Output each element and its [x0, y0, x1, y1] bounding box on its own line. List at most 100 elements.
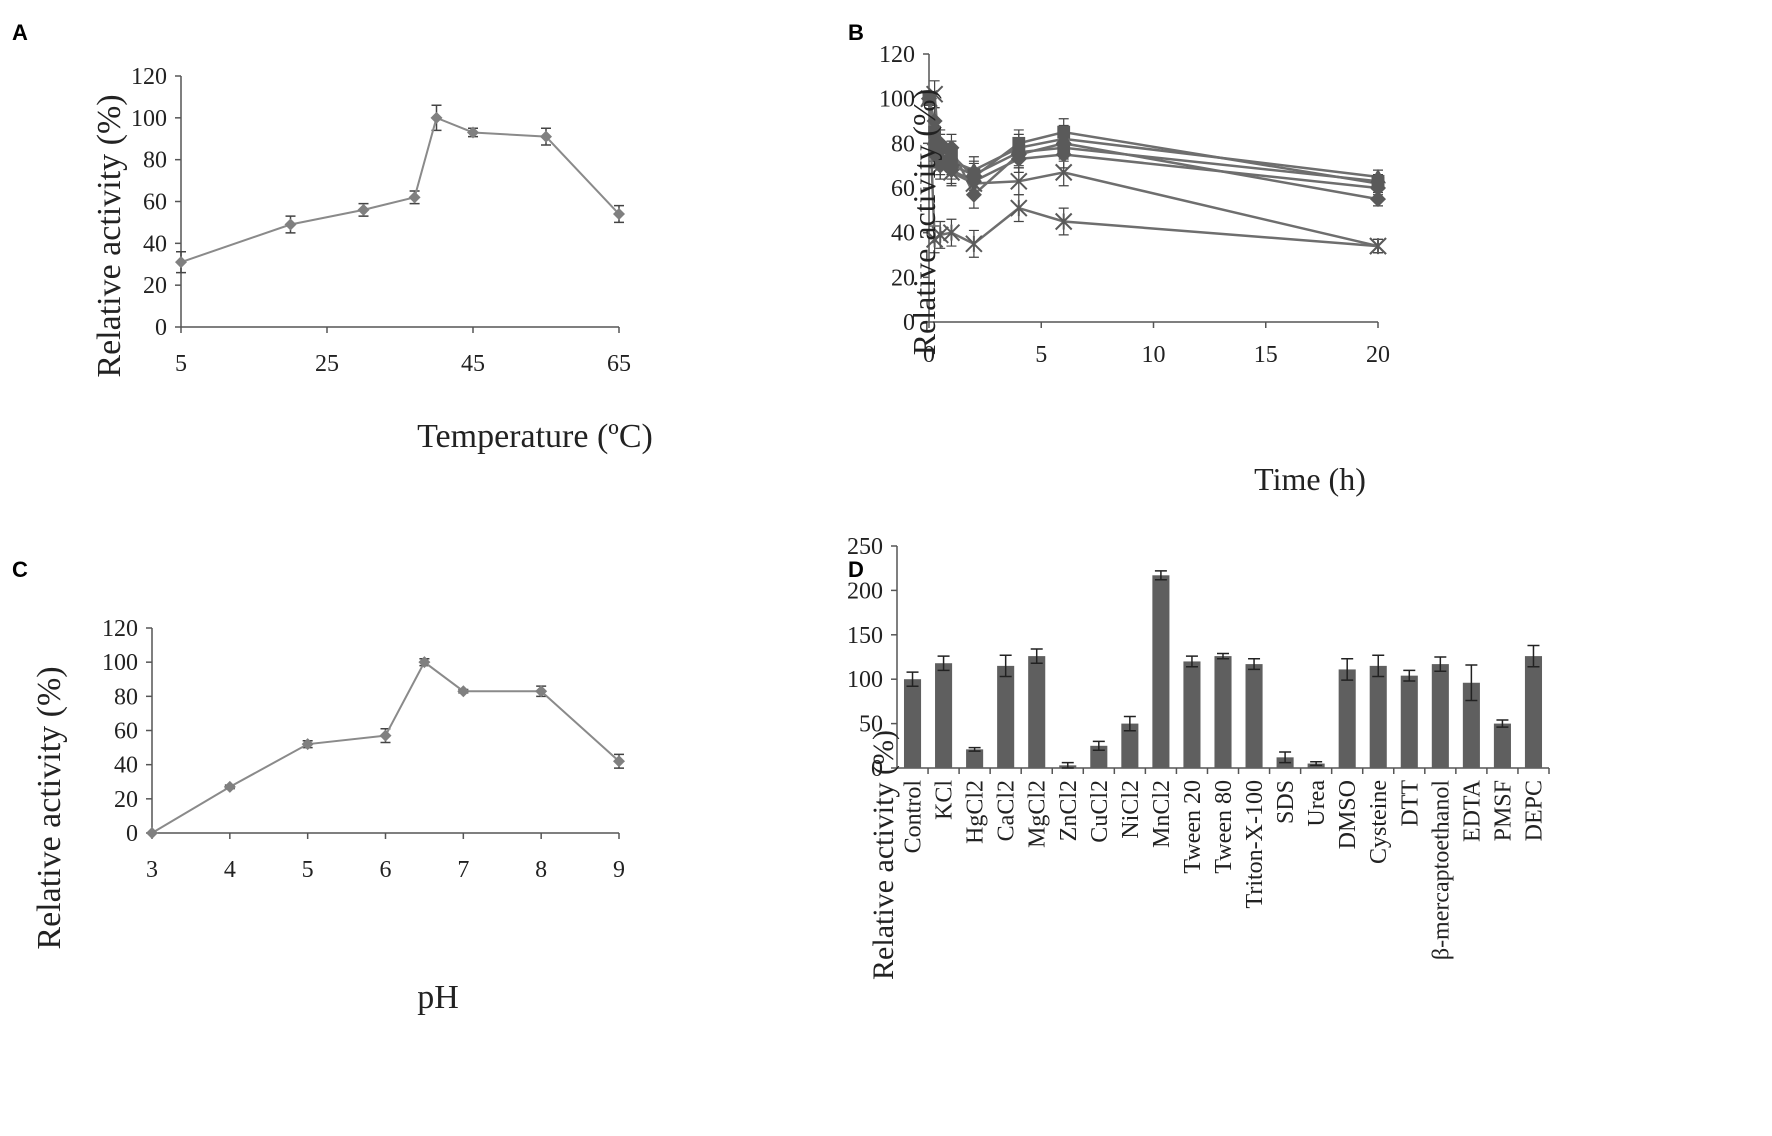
chart-d-bar	[1493, 723, 1511, 768]
chart-d-error-bar	[1496, 719, 1509, 728]
chart-d-category-label: DMSO	[1335, 780, 1361, 849]
chart-d-category-label: DEPC	[1521, 780, 1547, 841]
chart-d-category-label: Tween 20	[1180, 780, 1206, 874]
chart-c-axes	[146, 627, 620, 839]
chart-d-error-bar	[1030, 648, 1043, 664]
chart-c-error-bars	[224, 658, 624, 790]
chart-d-y-tick-label: 200	[847, 578, 883, 604]
chart-d-bar	[1524, 656, 1543, 768]
chart-d-error-bar	[1434, 656, 1447, 672]
chart-d: 0 50 100 150 200 250 Control KCl HgCl2 CaCl2 MgCl…	[847, 534, 1550, 980]
chart-b-lines	[927, 91, 1379, 248]
chart-d-category-label: HgCl2	[963, 780, 989, 844]
chart-a-x-tick-label: 25	[315, 351, 339, 377]
chart-d-error-bar	[906, 671, 919, 688]
chart-d-category-label: Urea	[1304, 780, 1330, 827]
chart-a-y-tick-label: 120	[131, 64, 167, 90]
chart-d-category-labels: Control KCl HgCl2 CaCl2 MgCl2 ZnCl2 CuCl2 NiCl2…	[901, 779, 1548, 960]
chart-d-error-bar	[937, 655, 950, 672]
chart-b-point	[920, 89, 938, 108]
chart-d-error-bar	[1372, 654, 1385, 678]
chart-b-point	[942, 223, 961, 242]
panel-letter-d: D	[848, 557, 864, 582]
chart-a-x-tick-label: 45	[461, 351, 485, 377]
chart-d-bar	[1121, 723, 1139, 768]
chart-c-point	[146, 827, 158, 839]
chart-d-category-label: Cysteine	[1366, 780, 1392, 864]
panel-letter-c: C	[12, 557, 28, 582]
chart-d-category-label: MnCl2	[1149, 780, 1175, 848]
chart-d-bar	[1152, 575, 1170, 768]
chart-d-error-bar	[1279, 751, 1292, 764]
chart-b-point	[1370, 180, 1386, 196]
chart-c-x-tick-label: 5	[302, 857, 314, 883]
chart-b-point	[1370, 191, 1386, 208]
chart-a-point	[467, 126, 479, 139]
chart-b-point	[965, 173, 982, 190]
chart-c-y-tick-label: 60	[114, 719, 138, 745]
chart-a-y-tick-label: 40	[143, 231, 167, 257]
chart-d-bar	[903, 679, 922, 768]
chart-d-bar	[1369, 665, 1387, 768]
chart-a-ylabel: Relative activity (%)	[91, 94, 128, 377]
chart-d-error-bar	[1465, 664, 1478, 702]
chart-d-bars	[903, 575, 1543, 768]
chart-d-error-bar	[968, 746, 981, 752]
chart-c-tick-labels: 0 20 40 60 80 100 120 3 4 5 6 7 8 9	[102, 616, 625, 883]
chart-d-bar	[1183, 661, 1201, 768]
chart-d-error-bars	[906, 570, 1540, 769]
chart-a-axes	[175, 75, 620, 333]
chart-b-x-tick-label: 5	[1035, 342, 1047, 368]
chart-c-x-tick-label: 9	[613, 857, 625, 883]
chart-d-bar	[935, 663, 953, 768]
chart-b-ylabel: Relative activity (%)	[906, 89, 942, 356]
chart-c-point	[301, 738, 314, 751]
chart-d-category-label: PMSF	[1490, 780, 1516, 841]
chart-c-point	[223, 780, 236, 793]
chart-b-axes	[923, 53, 1379, 328]
chart-c-y-tick-label: 100	[102, 650, 138, 676]
chart-d-bar	[997, 665, 1015, 768]
chart-c-y-tick-label: 40	[114, 753, 138, 779]
chart-d-y-tick-label: 250	[847, 534, 883, 560]
chart-d-bar	[1338, 669, 1356, 768]
chart-b-point	[1054, 212, 1073, 231]
chart-a-xlabel: Temperature (ºC)	[417, 418, 653, 455]
chart-a-y-tick-label: 60	[143, 190, 167, 216]
chart-d-category-label: MgCl2	[1025, 780, 1051, 848]
chart-a-point	[175, 256, 187, 269]
chart-c-points	[146, 656, 625, 839]
chart-d-error-bar	[1341, 658, 1354, 681]
chart-a-y-tick-label: 100	[131, 106, 167, 132]
chart-c-ylabel: Relative activity (%)	[31, 666, 68, 949]
chart-a-point	[408, 191, 421, 204]
chart-b-y-tick-label: 100	[879, 87, 915, 113]
chart-b-point	[1010, 172, 1028, 191]
chart-c-point	[535, 685, 548, 698]
chart-a-x-tick-label: 5	[175, 351, 187, 377]
chart-d-y-tick-label: 0	[871, 756, 883, 782]
chart-d-category-label: CaCl2	[994, 780, 1020, 841]
chart-d-error-bar	[1092, 740, 1105, 751]
chart-b-point	[965, 174, 983, 193]
chart-d-category-label: β-mercaptoethanol	[1428, 780, 1454, 960]
chart-a-point	[540, 130, 552, 143]
chart-a-points	[175, 111, 625, 269]
chart-b-point	[1054, 163, 1073, 182]
chart-c-xlabel: pH	[417, 979, 459, 1016]
chart-b-point	[926, 146, 943, 163]
chart-b-y-tick-label: 0	[903, 310, 915, 336]
chart-b-x-tick-label: 0	[923, 342, 935, 368]
chart-d-error-bar	[1403, 669, 1416, 682]
chart-d-bar	[1400, 675, 1418, 768]
chart-d-category-label: Tween 80	[1211, 780, 1237, 874]
chart-b-point	[931, 156, 949, 175]
chart-c: 0 20 40 60 80 100 120 3 4 5 6 7 8 9 pH Relative activ…	[31, 616, 625, 1016]
chart-d-category-label: SDS	[1273, 780, 1299, 824]
chart-b-y-tick-label: 40	[891, 221, 915, 247]
chart-b-point	[965, 235, 983, 253]
chart-b-x-tick-label: 20	[1366, 342, 1390, 368]
chart-c-lines	[151, 660, 620, 834]
